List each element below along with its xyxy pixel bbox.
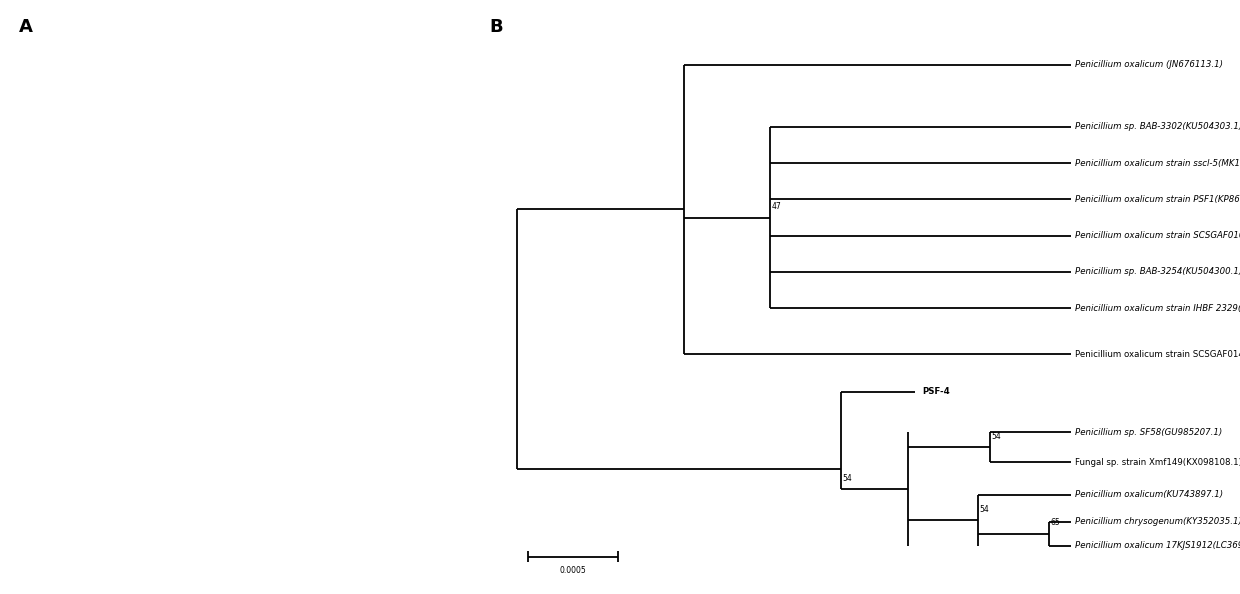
Text: 54: 54 [991,432,1001,441]
Text: Penicillium sp. BAB-3254(KU504300.1): Penicillium sp. BAB-3254(KU504300.1) [1075,267,1240,276]
Text: 65: 65 [1050,519,1060,527]
Text: Fungal sp. strain Xmf149(KX098108.1): Fungal sp. strain Xmf149(KX098108.1) [1075,457,1240,467]
Text: Penicillium oxalicum strain SCSGAF0143(JN851042.1): Penicillium oxalicum strain SCSGAF0143(J… [1075,349,1240,359]
Text: Penicillium sp. BAB-3302(KU504303.1): Penicillium sp. BAB-3302(KU504303.1) [1075,122,1240,131]
Text: Penicillium oxalicum (JN676113.1): Penicillium oxalicum (JN676113.1) [1075,61,1223,69]
Text: 54: 54 [980,505,990,514]
Text: Penicillium oxalicum strain IHBF 2329(MF326633.1): Penicillium oxalicum strain IHBF 2329(MF… [1075,304,1240,312]
Text: PSF-4: PSF-4 [923,387,950,396]
Text: B: B [490,18,503,36]
Text: 47: 47 [771,202,781,211]
Text: Penicillium oxalicum strain PSF1(KP868827.1): Penicillium oxalicum strain PSF1(KP86882… [1075,195,1240,204]
Text: Penicillium oxalicum strain sscl-5(MK163534.1): Penicillium oxalicum strain sscl-5(MK163… [1075,159,1240,168]
Text: 54: 54 [842,473,852,483]
Text: Penicillium sp. SF58(GU985207.1): Penicillium sp. SF58(GU985207.1) [1075,428,1223,437]
Text: Penicillium oxalicum(KU743897.1): Penicillium oxalicum(KU743897.1) [1075,490,1223,499]
Text: 0.0005: 0.0005 [559,567,587,576]
Text: Penicillium oxalicum 17KJS1912(LC369124.1): Penicillium oxalicum 17KJS1912(LC369124.… [1075,541,1240,551]
Text: A: A [19,18,32,36]
Text: Penicillium oxalicum strain SCSGAF0104(JN851028.1): Penicillium oxalicum strain SCSGAF0104(J… [1075,231,1240,240]
Text: Penicillium chrysogenum(KY352035.1): Penicillium chrysogenum(KY352035.1) [1075,517,1240,526]
